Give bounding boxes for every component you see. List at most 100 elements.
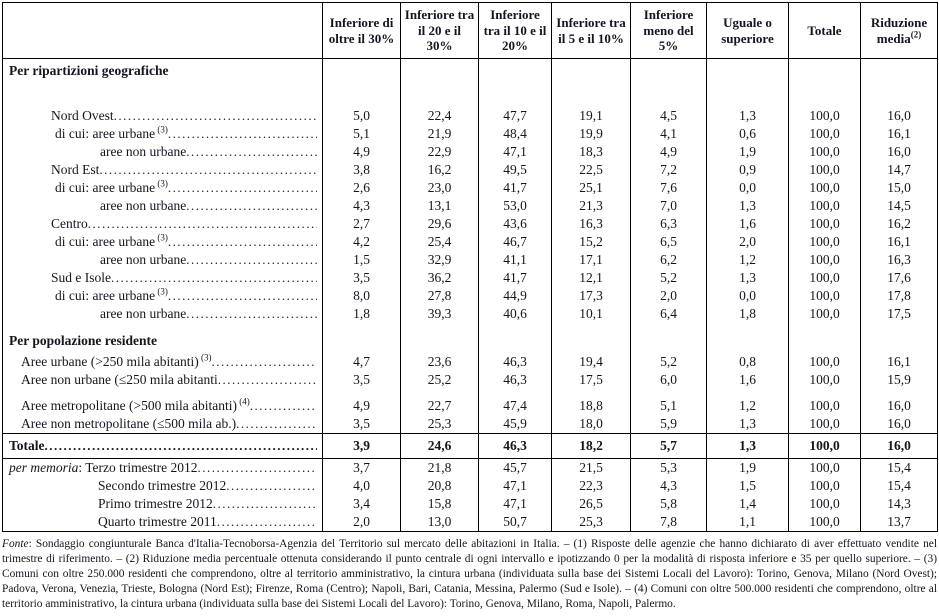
cell-value: 49,5 [478, 161, 552, 179]
cell-value [630, 323, 707, 353]
cell-value: 100,0 [788, 179, 861, 197]
cell-value: 46,3 [478, 433, 552, 459]
cell-value: 100,0 [788, 353, 861, 371]
column-header: Uguale o superiore [706, 2, 789, 59]
cell-value: 1,3 [706, 269, 789, 287]
cell-value: 16,3 [860, 251, 938, 269]
cell-value: 100,0 [788, 371, 861, 389]
cell-value: 6,3 [630, 215, 707, 233]
cell-value: 25,3 [551, 513, 631, 532]
fonte-label: Fonte [2, 538, 29, 550]
cell-value: 6,0 [630, 371, 707, 389]
table-row: Quarto trimestre 20112,013,050,725,37,81… [3, 513, 938, 532]
cell-value: 1,8 [706, 305, 789, 323]
cell-value: 27,8 [400, 287, 479, 305]
table-row: di cui: aree urbane (3)2,623,041,725,17,… [3, 179, 938, 197]
cell-value: 1,6 [706, 371, 789, 389]
table-footnotes: Fonte: Sondaggio congiunturale Banca d'I… [2, 537, 937, 612]
cell-value [322, 58, 401, 107]
row-label: di cui: aree urbane (3) [3, 287, 323, 305]
cell-value: 5,1 [630, 389, 707, 415]
cell-value: 100,0 [788, 415, 861, 434]
cell-value: 18,2 [551, 433, 631, 459]
row-label: Nord Est [3, 161, 323, 179]
cell-value: 1,3 [706, 197, 789, 215]
cell-value: 2,7 [322, 215, 401, 233]
cell-value: 100,0 [788, 287, 861, 305]
cell-value: 47,7 [478, 107, 552, 125]
cell-value: 47,1 [478, 477, 552, 495]
cell-value: 22,7 [400, 389, 479, 415]
cell-value: 3,5 [322, 269, 401, 287]
column-header: Inferiore tra il 20 e il 30% [400, 2, 479, 59]
dotted-leader [217, 513, 317, 531]
row-label: di cui: aree urbane (3) [3, 179, 323, 197]
cell-value: 3,8 [322, 161, 401, 179]
dotted-leader [186, 197, 317, 215]
cell-value: 17,1 [551, 251, 631, 269]
cell-value: 17,8 [860, 287, 938, 305]
cell-value: 22,5 [551, 161, 631, 179]
cell-value: 14,5 [860, 197, 938, 215]
cell-value: 16,1 [860, 233, 938, 251]
cell-value: 1,3 [706, 107, 789, 125]
cell-value: 13,1 [400, 197, 479, 215]
column-header: Inferiore tra il 10 e il 20% [478, 2, 552, 59]
row-label: Totale [2, 433, 323, 459]
dotted-leader [168, 287, 317, 305]
cell-value: 21,5 [551, 458, 631, 477]
table-row: Aree non urbane (≤250 mila abitanti3,525… [3, 371, 938, 389]
column-header: Inferiore meno del 5% [630, 2, 707, 59]
dotted-leader [99, 161, 317, 179]
cell-value: 17,5 [860, 305, 938, 323]
cell-value: 19,4 [551, 353, 631, 371]
cell-value: 15,9 [860, 371, 938, 389]
dotted-leader [111, 269, 317, 287]
cell-value: 2,0 [322, 513, 401, 532]
cell-value: 4,7 [322, 353, 401, 371]
row-label: Aree metropolitane (>500 mila abitanti) … [3, 389, 323, 415]
cell-value: 4,3 [630, 477, 707, 495]
cell-value: 22,4 [400, 107, 479, 125]
cell-value: 1,4 [706, 495, 789, 513]
dotted-leader [218, 371, 317, 389]
footnote-text: : Sondaggio congiunturale Banca d'Italia… [2, 538, 937, 611]
cell-value: 100,0 [788, 305, 861, 323]
cell-value: 100,0 [788, 197, 861, 215]
cell-value: 7,6 [630, 179, 707, 197]
cell-value [630, 58, 707, 107]
cell-value: 25,4 [400, 233, 479, 251]
dotted-leader [45, 437, 317, 455]
dotted-leader [250, 397, 317, 415]
cell-value: 100,0 [788, 125, 861, 143]
row-label: Aree non metropolitane (≤500 mila ab.) [3, 415, 323, 434]
cell-value: 16,1 [860, 353, 938, 371]
dotted-leader [236, 415, 317, 433]
cell-value: 15,0 [860, 179, 938, 197]
cell-value: 47,1 [478, 143, 552, 161]
cell-value: 5,1 [322, 125, 401, 143]
cell-value [706, 58, 789, 107]
cell-value: 5,3 [630, 458, 707, 477]
cell-value: 5,0 [322, 107, 401, 125]
cell-value: 5,8 [630, 495, 707, 513]
dotted-leader [114, 107, 317, 125]
price-reduction-table: Inferiore di oltre il 30% Inferiore tra i… [2, 2, 938, 532]
cell-value: 13,0 [400, 513, 479, 532]
cell-value: 16,0 [860, 143, 938, 161]
cell-value: 15,4 [860, 458, 938, 477]
cell-value: 17,5 [551, 371, 631, 389]
table-row: aree non urbane4,922,947,118,34,91,9100,… [3, 143, 938, 161]
cell-value: 16,0 [860, 433, 938, 459]
cell-value: 100,0 [788, 495, 861, 513]
cell-value: 15,2 [551, 233, 631, 251]
cell-value: 1,2 [706, 389, 789, 415]
dotted-leader [213, 495, 317, 513]
cell-value: 16,0 [860, 415, 938, 434]
table-row: di cui: aree urbane (3)4,225,446,715,26,… [3, 233, 938, 251]
row-label: per memoria: Terzo trimestre 2012 [3, 459, 323, 478]
row-label: Sud e Isole [3, 269, 323, 287]
dotted-leader [198, 459, 317, 477]
table-row: per memoria: Terzo trimestre 2012 3,721,… [3, 458, 938, 478]
dotted-leader [186, 251, 317, 269]
